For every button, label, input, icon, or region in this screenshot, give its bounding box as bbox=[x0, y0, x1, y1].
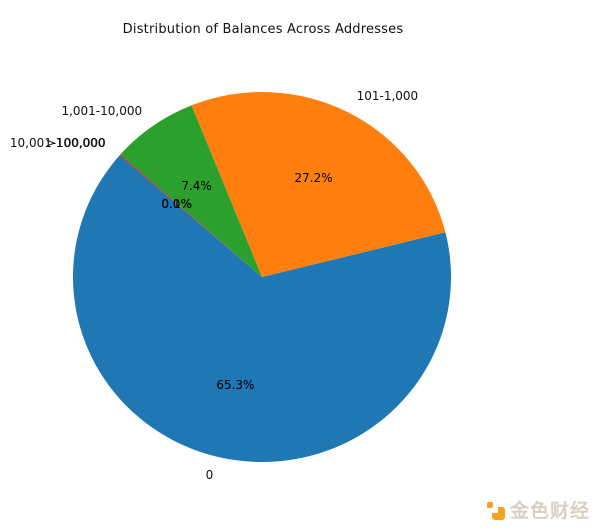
pct-label-0: 65.3% bbox=[216, 377, 255, 392]
jinse-logo-icon bbox=[486, 502, 505, 520]
slice-label-2: 1,001-10,000 bbox=[61, 103, 143, 118]
slice-label-4: >100,000 bbox=[45, 136, 106, 151]
pie-slice-2 bbox=[120, 105, 262, 277]
pie-slice-3 bbox=[119, 154, 262, 277]
pct-label-2: 7.4% bbox=[181, 179, 212, 194]
pct-label-3: 0.1% bbox=[161, 196, 193, 211]
slice-label-0: 0 bbox=[205, 467, 214, 482]
slice-label-3: 10,001-100,000 bbox=[9, 135, 106, 150]
chart-title: Distribution of Balances Across Addresse… bbox=[122, 22, 404, 37]
pct-label-1: 27.2% bbox=[294, 171, 333, 186]
watermark-text: 金色财经 bbox=[509, 500, 590, 522]
slice-label-1: 101-1,000 bbox=[356, 88, 419, 103]
watermark-jinse: 金色财经 bbox=[486, 500, 590, 522]
pct-label-4: 0.0% bbox=[161, 197, 192, 211]
pie-slice-1 bbox=[191, 92, 446, 277]
pie-slice-0 bbox=[72, 155, 451, 463]
